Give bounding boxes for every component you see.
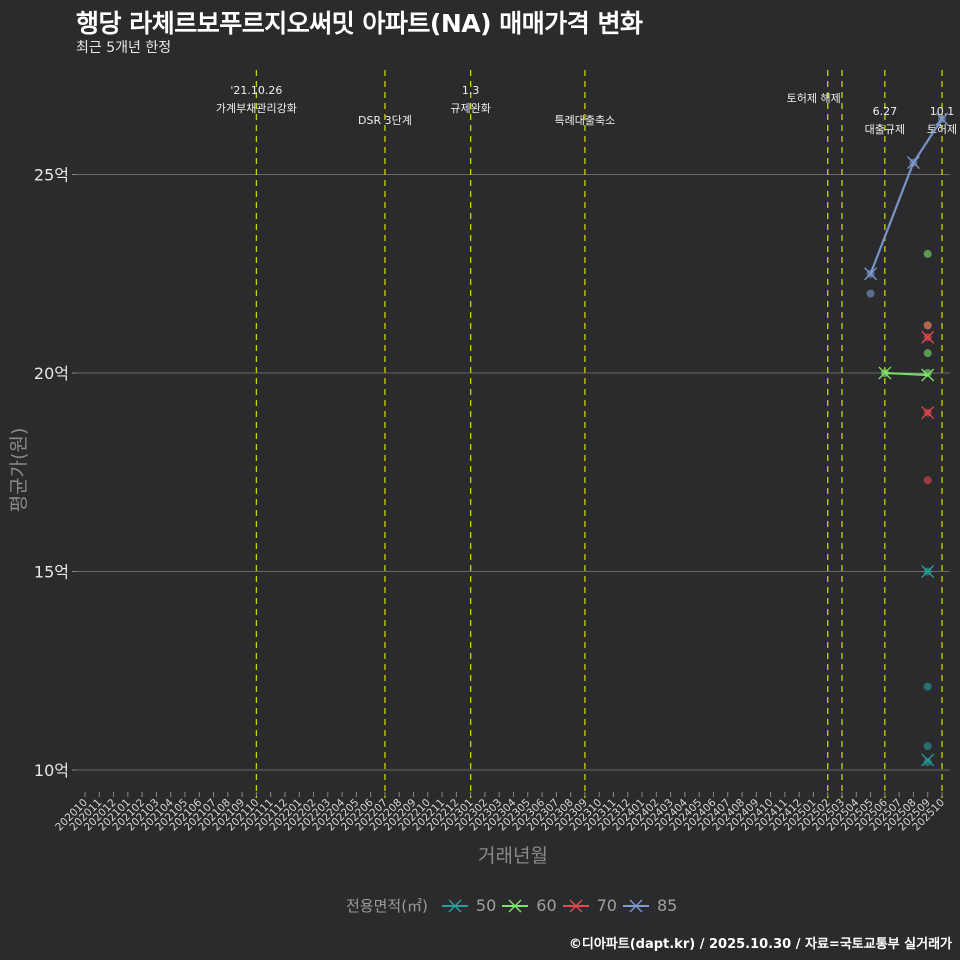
y-tick-label: 10억	[34, 761, 69, 780]
data-point-85	[866, 289, 875, 298]
event-date-label: 1.3	[462, 84, 480, 97]
legend: 전용면적(㎡) 50 60 70 85	[346, 895, 677, 916]
legend-item-50: 50	[441, 896, 497, 915]
event-label: 특례대출축소	[555, 114, 616, 127]
event-label: 대출규제	[865, 123, 905, 136]
legend-key-icon	[441, 899, 468, 912]
mean-line-85	[869, 118, 943, 275]
legend-key-icon	[622, 899, 649, 912]
event-date-label: '21.10.26	[230, 84, 282, 97]
mean-marker-50	[921, 565, 935, 578]
legend-item-label: 85	[656, 896, 678, 915]
legend-title: 전용면적(㎡)	[346, 897, 428, 915]
legend-item-label: 50	[475, 896, 497, 915]
legend-item-70: 70	[562, 896, 617, 915]
mean-marker-85	[935, 112, 949, 126]
event-label: 가계부채관리강화	[216, 102, 297, 115]
legend-item-label: 60	[536, 896, 557, 915]
mean-marker-60	[921, 368, 935, 382]
data-point-70	[923, 476, 932, 485]
mean-marker-85	[906, 156, 920, 170]
x-axis-title: 거래년월	[478, 845, 548, 867]
event-date-label: 6.27	[873, 105, 898, 118]
mean-line-60	[884, 371, 928, 377]
legend-item-label: 70	[596, 896, 617, 915]
event-date-label: 10.1	[930, 105, 955, 118]
data-point-50	[923, 682, 932, 691]
chart-subtitle: 최근 5개년 한정	[76, 40, 172, 56]
data-point-50	[923, 758, 932, 767]
y-tick-label: 20억	[34, 364, 69, 383]
y-tick-label: 15억	[34, 563, 69, 582]
data-point-60	[923, 249, 932, 258]
legend-key-icon	[502, 899, 529, 912]
data-point-50	[923, 742, 932, 751]
y-axis-title: 평균가(원)	[8, 427, 30, 513]
mean-marker-85	[864, 267, 878, 281]
chart-title: 행당 라체르보푸르지오써밋 아파트(NA) 매매가격 변화	[76, 9, 643, 38]
event-label: 규제완화	[450, 102, 490, 115]
mean-marker-70	[921, 406, 935, 420]
data-point-60	[923, 349, 932, 358]
y-tick-label: 25억	[34, 166, 69, 185]
legend-key-icon	[562, 899, 589, 912]
mean-marker-60	[878, 366, 892, 380]
legend-item-60: 60	[502, 896, 557, 915]
mean-marker-70	[921, 330, 935, 344]
data-point-70	[923, 321, 932, 330]
mean-marker-50	[921, 753, 935, 767]
event-date-label: 토허제 해제	[787, 91, 841, 105]
footer-credit: ©디아파트(dapt.kr) / 2025.10.30 / 자료=국토교통부 실…	[568, 937, 952, 952]
legend-item-85: 85	[622, 896, 678, 915]
event-label: 토허제	[927, 123, 957, 136]
event-label: DSR 3단계	[358, 114, 412, 127]
